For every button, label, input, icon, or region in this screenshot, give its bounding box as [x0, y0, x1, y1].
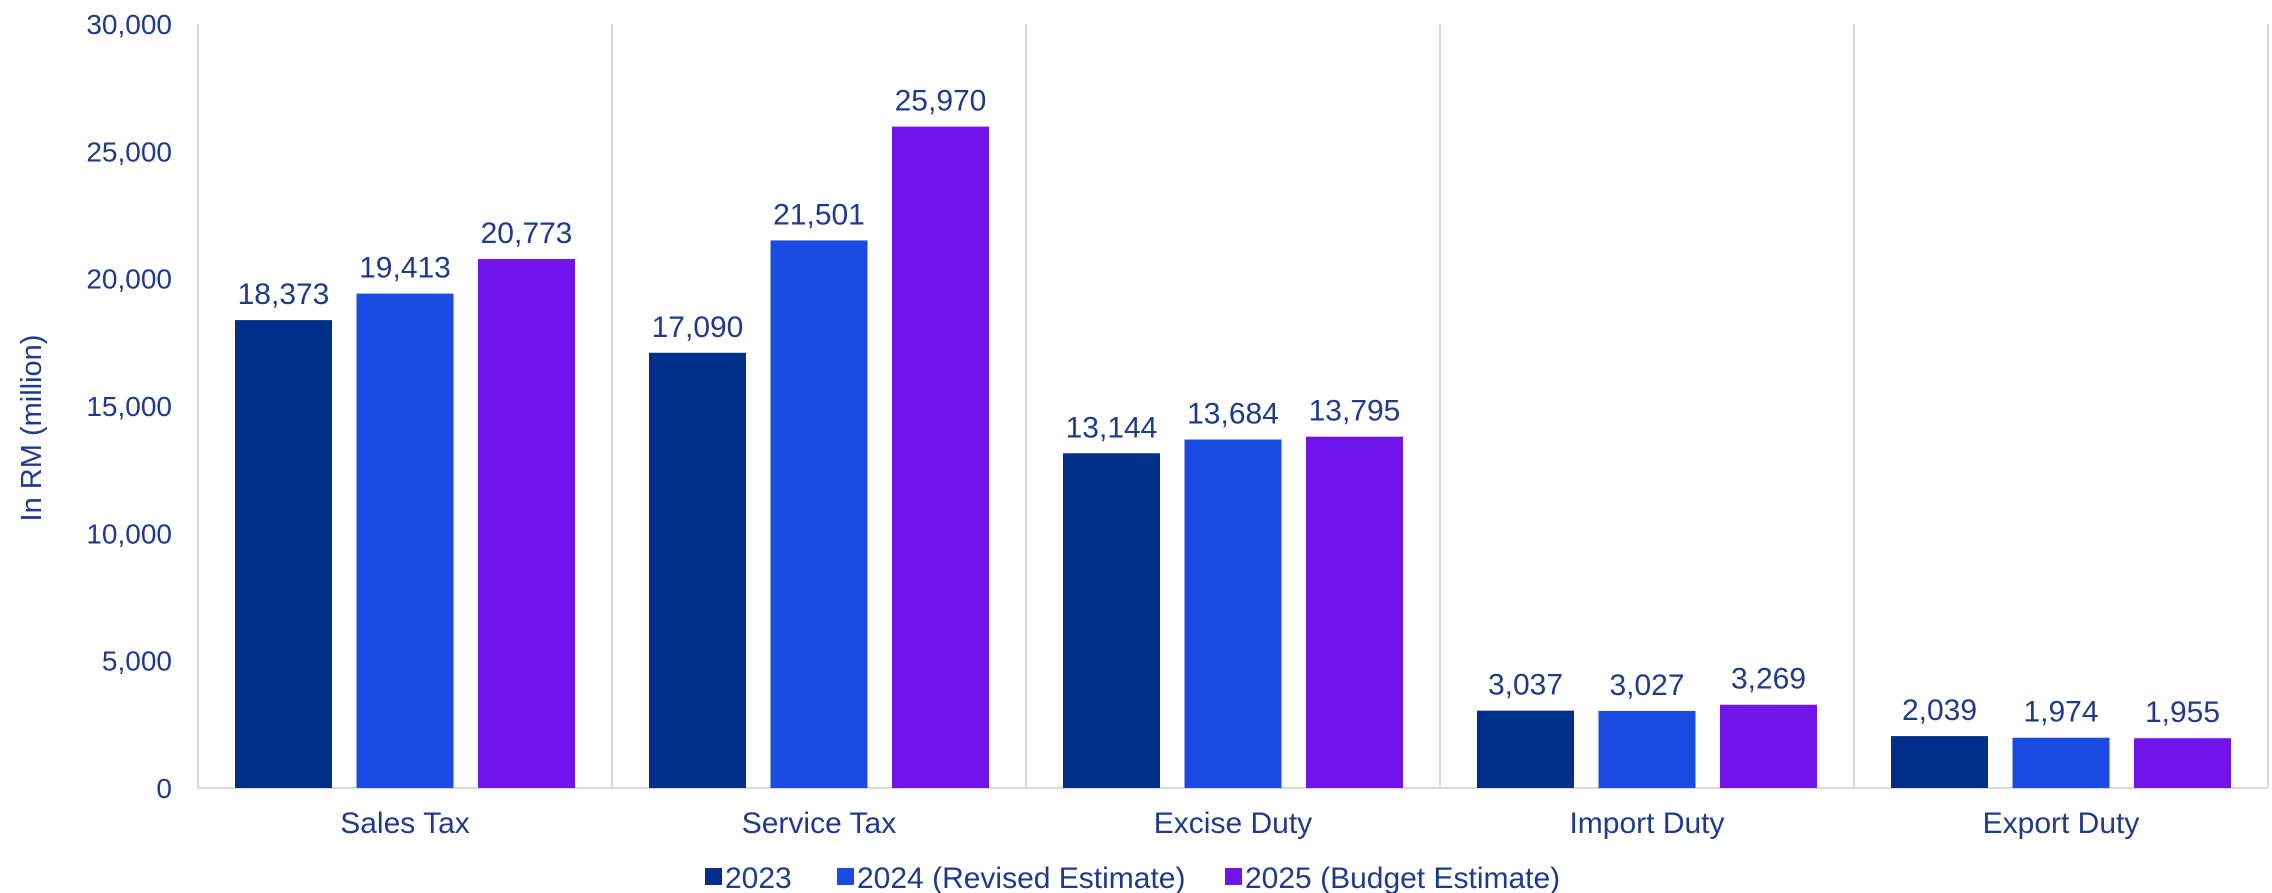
bar [356, 293, 454, 788]
data-label: 19,413 [359, 252, 451, 285]
legend-swatch [705, 868, 722, 885]
y-tick-label: 10,000 [86, 518, 172, 549]
bar [235, 320, 332, 788]
legend-swatch [837, 868, 854, 885]
data-label: 3,269 [1731, 663, 1806, 696]
data-label: 18,373 [238, 278, 330, 311]
bar [2134, 738, 2231, 788]
bar [478, 258, 575, 788]
y-axis-ticks: 0 5,000 10,000 15,000 20,000 25,000 30,000 [86, 9, 172, 804]
bar [1477, 710, 1574, 788]
data-label: 13,795 [1309, 395, 1401, 428]
bar [892, 126, 989, 788]
bar [770, 240, 868, 789]
category-labels: Sales Tax Service Tax Excise Duty Import Du… [340, 807, 2139, 840]
bar [1306, 436, 1403, 788]
category-label: Sales Tax [340, 807, 470, 840]
bar [649, 352, 746, 788]
data-label: 17,090 [652, 311, 744, 344]
legend-swatch [1225, 868, 1242, 885]
bar [1184, 439, 1282, 788]
y-axis-title: In RM (million) [16, 335, 48, 522]
data-label: 25,970 [895, 85, 987, 118]
data-label: 21,501 [773, 198, 865, 231]
bars [235, 126, 2231, 789]
bar [2012, 737, 2110, 788]
legend-label: 2025 (Budget Estimate) [1245, 862, 1560, 893]
category-label: Excise Duty [1154, 807, 1312, 840]
bar [1063, 453, 1160, 788]
data-label: 3,037 [1488, 669, 1563, 702]
y-tick-label: 5,000 [102, 646, 172, 677]
data-label: 1,974 [2023, 696, 2098, 729]
category-label: Import Duty [1569, 807, 1724, 840]
data-labels: 18,373 17,090 13,144 3,037 2,039 19,413 21,501… [238, 85, 2220, 730]
y-tick-label: 25,000 [86, 136, 172, 167]
bar [1720, 704, 1817, 788]
y-tick-label: 20,000 [86, 264, 172, 295]
y-tick-label: 30,000 [86, 9, 172, 40]
category-label: Export Duty [1983, 807, 2140, 840]
y-tick-label: 0 [156, 773, 172, 804]
legend: 2023 2024 (Revised Estimate) 2025 (Budget … [705, 862, 1560, 893]
data-label: 3,027 [1609, 669, 1684, 702]
data-label: 1,955 [2145, 696, 2220, 729]
y-tick-label: 15,000 [86, 391, 172, 422]
bar [1891, 736, 1988, 788]
data-label: 13,144 [1066, 411, 1158, 444]
legend-label: 2024 (Revised Estimate) [857, 862, 1185, 893]
legend-label: 2023 [725, 862, 792, 893]
category-label: Service Tax [742, 807, 897, 840]
bar [1598, 710, 1696, 788]
data-label: 20,773 [481, 217, 573, 250]
data-label: 13,684 [1187, 398, 1279, 431]
data-label: 2,039 [1902, 694, 1977, 727]
